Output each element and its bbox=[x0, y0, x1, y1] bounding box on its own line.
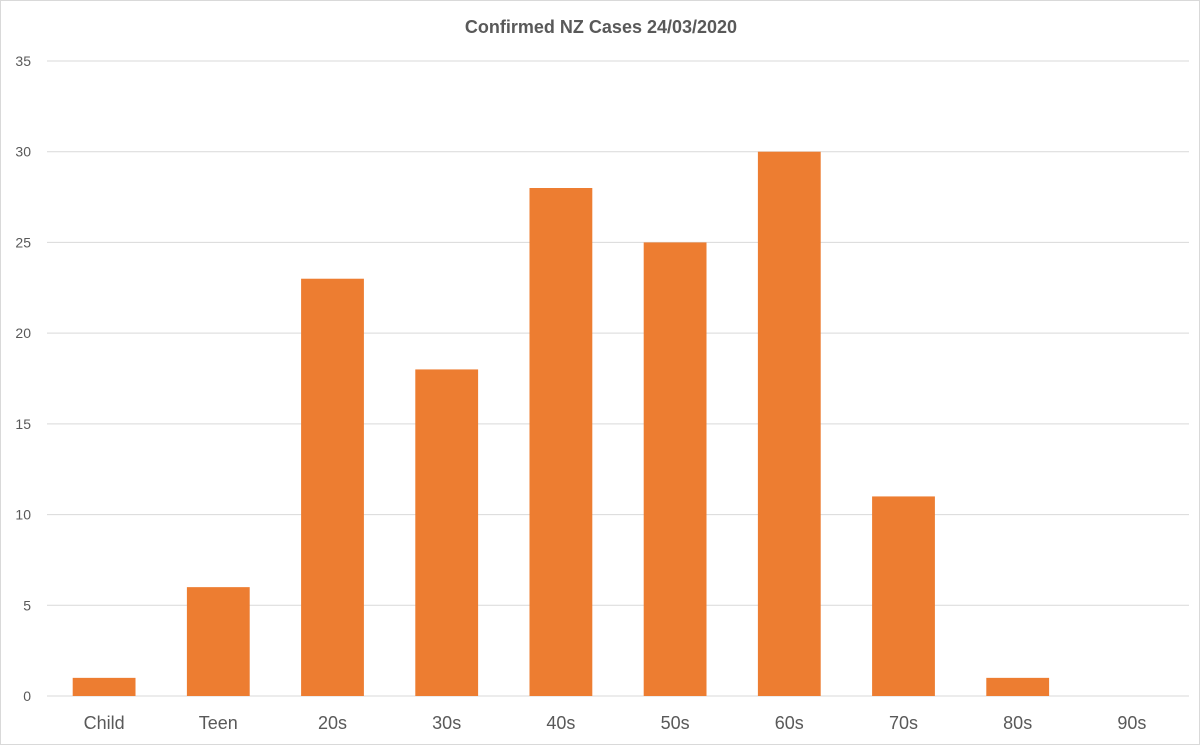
x-category-label: 70s bbox=[889, 713, 918, 733]
bar-50s bbox=[643, 242, 707, 696]
x-category-label: Teen bbox=[199, 713, 238, 733]
chart-title: Confirmed NZ Cases 24/03/2020 bbox=[464, 17, 738, 37]
y-tick-label: 20 bbox=[15, 325, 31, 341]
x-category-label: 80s bbox=[1003, 713, 1032, 733]
x-category-label: 40s bbox=[546, 713, 575, 733]
y-tick-label: 25 bbox=[15, 234, 31, 250]
x-category-label: 90s bbox=[1117, 713, 1146, 733]
x-axis-category-labels: Child Teen 20s 30s 40s 50s 60s 70s 80s 90s bbox=[84, 713, 1147, 733]
bars bbox=[72, 151, 1050, 696]
x-category-label: 50s bbox=[661, 713, 690, 733]
bar-60s bbox=[757, 151, 821, 696]
y-axis-tick-labels: 0 5 10 15 20 25 30 35 bbox=[15, 53, 31, 704]
bar-40s bbox=[529, 188, 593, 696]
y-tick-label: 10 bbox=[15, 507, 31, 523]
x-category-label: 20s bbox=[318, 713, 347, 733]
x-category-label: 60s bbox=[775, 713, 804, 733]
bar-30s bbox=[415, 369, 479, 696]
bar-teen bbox=[186, 587, 250, 696]
bar-80s bbox=[986, 677, 1050, 696]
gridlines bbox=[47, 60, 1189, 697]
bar-70s bbox=[872, 496, 935, 696]
y-tick-label: 35 bbox=[15, 53, 31, 69]
x-category-label: Child bbox=[84, 713, 125, 733]
y-tick-label: 0 bbox=[23, 688, 31, 704]
x-category-label: 30s bbox=[432, 713, 461, 733]
y-tick-label: 30 bbox=[15, 144, 31, 160]
bar-child bbox=[72, 677, 136, 696]
bar-20s bbox=[301, 278, 364, 696]
y-tick-label: 15 bbox=[15, 416, 31, 432]
y-tick-label: 5 bbox=[23, 597, 31, 613]
